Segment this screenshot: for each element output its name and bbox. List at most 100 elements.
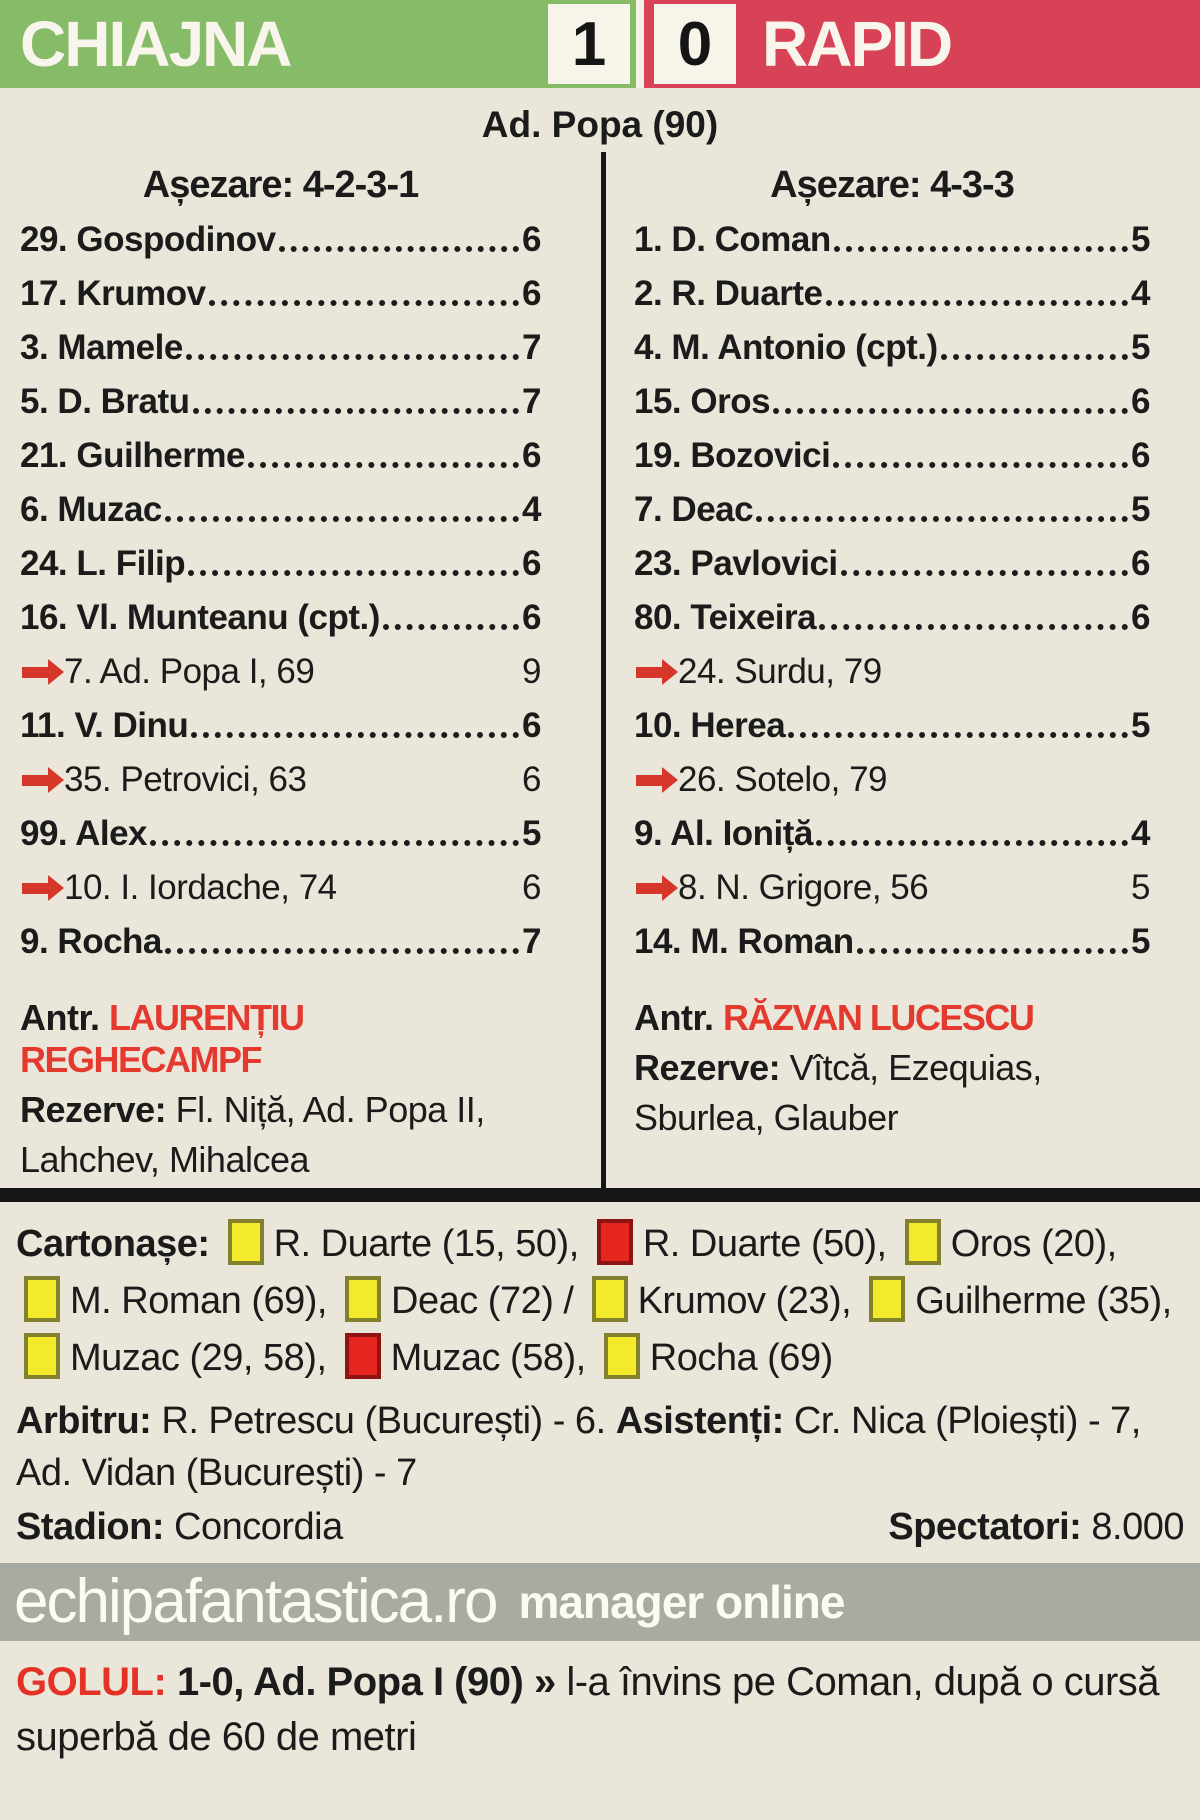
- goal-score-scorer: 1-0, Ad. Popa I (90): [176, 1660, 524, 1704]
- away-coach-line: Antr. RĂZVAN LUCESCU: [634, 997, 1150, 1039]
- player-rows: 29. Gospodinov 6 17. Krumov 6 3. Mamele 7 5. D…: [20, 213, 541, 969]
- home-reserves: Fl. Niță, Ad. Popa II, Lahchev, Mihalcea: [20, 1089, 485, 1180]
- lineups: Așezare: 4-2-3-1 29. Gospodinov 6 17. Krum…: [0, 152, 1200, 1188]
- card-item: Oros (20),: [897, 1219, 1118, 1265]
- card-text: R. Duarte (15, 50),: [273, 1223, 580, 1265]
- card-text: Krumov (23),: [637, 1280, 852, 1322]
- cards-label: Cartonașe:: [16, 1223, 210, 1265]
- card-text: Muzac (29, 58),: [70, 1337, 327, 1379]
- card-text: Muzac (58),: [390, 1337, 587, 1379]
- yellow-card-icon: [591, 1276, 628, 1322]
- card-item: Muzac (58),: [337, 1333, 587, 1379]
- coach-label: Antr.: [634, 997, 714, 1038]
- away-lineup-column: Așezare: 4-3-3 1. D. Coman 5 2. R. Duarte 4…: [606, 152, 1200, 1188]
- referee-label: Arbitru:: [16, 1400, 152, 1442]
- home-lineup-column: Așezare: 4-2-3-1 29. Gospodinov 6 17. Krum…: [0, 152, 606, 1188]
- player-name: 24. L. Filip: [20, 544, 186, 583]
- stadium-name: Concordia: [174, 1506, 343, 1548]
- dot-leader: [188, 570, 520, 576]
- dot-leader: [164, 948, 520, 954]
- card-text: Oros (20),: [950, 1223, 1118, 1265]
- player-name: 3. Mamele: [20, 328, 183, 367]
- player-row: 14. M. Roman 5: [634, 915, 1150, 969]
- player-row: 2. R. Duarte 4: [634, 267, 1150, 321]
- player-name: 14. M. Roman: [634, 922, 854, 961]
- goal-description: GOLUL: 1-0, Ad. Popa I (90) » l-a învins…: [0, 1641, 1200, 1765]
- substitution-arrow-icon: [22, 774, 48, 786]
- player-name: 4. M. Antonio (cpt.): [634, 328, 938, 367]
- referee-name: R. Petrescu (București) - 6.: [161, 1400, 606, 1442]
- card-item: Muzac (29, 58),: [16, 1333, 327, 1379]
- dot-leader: [833, 246, 1129, 252]
- attendance-value: 8.000: [1091, 1506, 1184, 1548]
- player-rating: 5: [1131, 868, 1150, 907]
- player-name: 29. Gospodinov: [20, 220, 276, 259]
- player-rating: 4: [1131, 274, 1150, 313]
- assistants-label: Asistenți:: [615, 1400, 785, 1442]
- substitution-arrow-icon: [22, 882, 48, 894]
- yellow-card-icon: [904, 1219, 941, 1265]
- coach-label: Antr.: [20, 997, 100, 1038]
- card-item: Krumov (23),: [584, 1276, 852, 1322]
- substitute-row: 35. Petrovici, 63 6: [20, 753, 541, 807]
- card-item: M. Roman (69),: [16, 1276, 327, 1322]
- substitute-row: 24. Surdu, 79: [634, 645, 1150, 699]
- player-name: 19. Bozovici: [634, 436, 831, 475]
- dot-leader: [940, 354, 1129, 360]
- home-score: 1: [548, 4, 630, 84]
- player-rating: 9: [522, 652, 541, 691]
- attendance-label: Spectatori:: [888, 1506, 1082, 1548]
- player-row: 21. Guilherme 6: [20, 429, 541, 483]
- dot-leader: [840, 570, 1129, 576]
- card-item: Guilherme (35),: [861, 1276, 1172, 1322]
- promo-site-name: echipafantastica.ro: [14, 1567, 498, 1636]
- player-name: 16. Vl. Munteanu (cpt.): [20, 598, 380, 637]
- player-rating: 5: [522, 814, 541, 853]
- player-row: 16. Vl. Munteanu (cpt.) 6: [20, 591, 541, 645]
- player-row: 24. L. Filip 6: [20, 537, 541, 591]
- away-formation: Așezare: 4-3-3: [770, 164, 1015, 206]
- cards-line: Cartonașe: R. Duarte (15, 50), R. Duarte…: [0, 1202, 1200, 1391]
- player-name: 23. Pavlovici: [634, 544, 838, 583]
- cards-items: R. Duarte (15, 50), R. Duarte (50), Oros…: [16, 1219, 1172, 1379]
- yellow-card-icon: [24, 1276, 60, 1322]
- dot-leader: [825, 300, 1129, 306]
- dot-leader: [819, 624, 1129, 630]
- goal-scorers-line: Ad. Popa (90): [481, 104, 719, 145]
- player-rating: 6: [1131, 382, 1150, 421]
- player-name: 80. Teixeira: [634, 598, 817, 637]
- substitution-arrow-icon: [636, 882, 662, 894]
- dot-leader: [278, 246, 520, 252]
- away-team-bar: 0 RAPID: [636, 0, 1200, 88]
- card-item: R. Duarte (15, 50),: [220, 1219, 580, 1265]
- player-row: 9. Rocha 7: [20, 915, 541, 969]
- card-text: Guilherme (35),: [915, 1280, 1172, 1322]
- red-card-icon: [344, 1333, 381, 1379]
- card-item: R. Duarte (50),: [589, 1219, 887, 1265]
- player-row: 1. D. Coman 5: [634, 213, 1150, 267]
- card-item: Deac (72) /: [337, 1276, 574, 1322]
- officials-section: Arbitru: R. Petrescu (București) - 6. As…: [0, 1391, 1200, 1553]
- player-name: 99. Alex: [20, 814, 148, 853]
- player-row: 17. Krumov 6: [20, 267, 541, 321]
- player-row: 23. Pavlovici 6: [634, 537, 1150, 591]
- goal-description-text: l-a învins pe Coman, după o cursă superb…: [16, 1660, 1160, 1759]
- substitution-arrow-icon: [636, 666, 662, 678]
- reserves-label: Rezerve:: [634, 1047, 781, 1088]
- player-name: 6. Muzac: [20, 490, 162, 529]
- player-rating: 7: [522, 328, 541, 367]
- player-rating: 7: [522, 382, 541, 421]
- attendance: Spectatori: 8.000: [888, 1501, 1184, 1553]
- card-item: Rocha (69): [596, 1333, 833, 1379]
- yellow-card-icon: [603, 1333, 640, 1379]
- player-name: 17. Krumov: [20, 274, 206, 313]
- player-name: 9. Rocha: [20, 922, 162, 961]
- player-rating: 6: [522, 544, 541, 583]
- dot-leader: [773, 408, 1129, 414]
- home-coach-line: Antr. LAURENȚIU REGHECAMPF: [20, 997, 541, 1081]
- yellow-card-icon: [24, 1333, 60, 1379]
- player-name: 10. Herea: [634, 706, 786, 745]
- player-row: 9. Al. Ioniță 4: [634, 807, 1150, 861]
- player-name: 24. Surdu, 79: [678, 652, 882, 691]
